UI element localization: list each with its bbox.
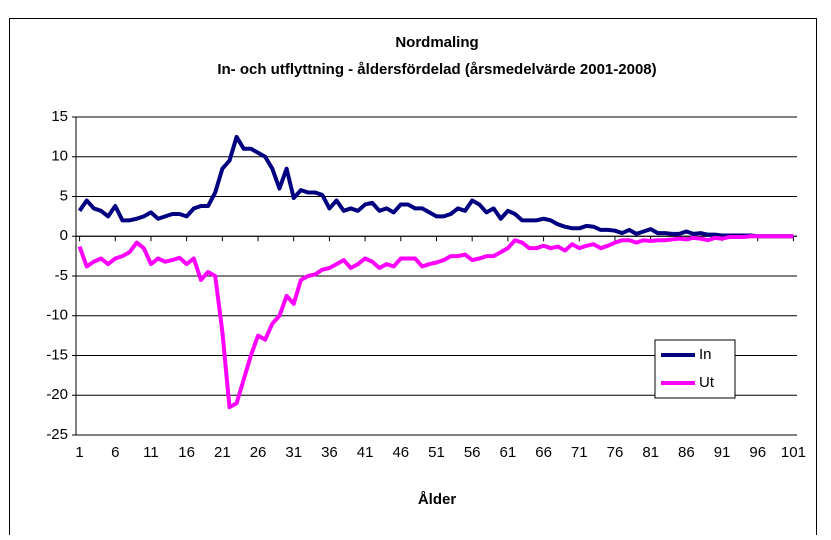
x-tick-label: 61 [500,444,517,461]
chart-subtitle: In- och utflyttning - åldersfördelad (år… [217,61,656,78]
x-tick-label: 96 [749,444,766,461]
x-tick-label: 36 [321,444,338,461]
y-tick-label: -15 [46,346,68,363]
y-tick-label: -20 [46,386,68,403]
x-tick-label: 16 [178,444,195,461]
legend-box [654,339,736,399]
legend-label: Ut [699,374,715,391]
y-tick-label: -5 [55,267,68,284]
y-tick-label: 5 [60,187,68,204]
x-tick-label: 66 [535,444,552,461]
x-tick-label: 11 [143,444,159,461]
x-tick-label: 26 [250,444,267,461]
x-tick-label: 101 [781,444,806,461]
x-tick-label: 91 [714,444,731,461]
x-tick-label: 71 [571,444,588,461]
x-tick-label: 56 [464,444,481,461]
x-tick-label: 31 [285,444,302,461]
y-tick-label: -25 [46,426,68,443]
x-tick-label: 21 [214,444,231,461]
x-axis-label: Ålder [418,491,457,508]
series-line [77,134,794,239]
x-tick-label: 1 [75,444,83,461]
series-line [77,234,794,410]
y-tick-label: 0 [60,227,68,244]
y-tick-label: 15 [51,108,68,125]
x-tick-label: 41 [357,444,374,461]
x-tick-label: 46 [392,444,409,461]
y-tick-label: 10 [51,148,68,165]
chart-title: Nordmaling [395,34,478,51]
x-tick-label: 6 [111,444,119,461]
x-tick-label: 86 [678,444,695,461]
x-tick-label: 51 [428,444,445,461]
y-tick-label: -10 [46,307,68,324]
x-tick-label: 76 [607,444,624,461]
legend-label: In [699,346,712,363]
x-tick-label: 81 [642,444,659,461]
